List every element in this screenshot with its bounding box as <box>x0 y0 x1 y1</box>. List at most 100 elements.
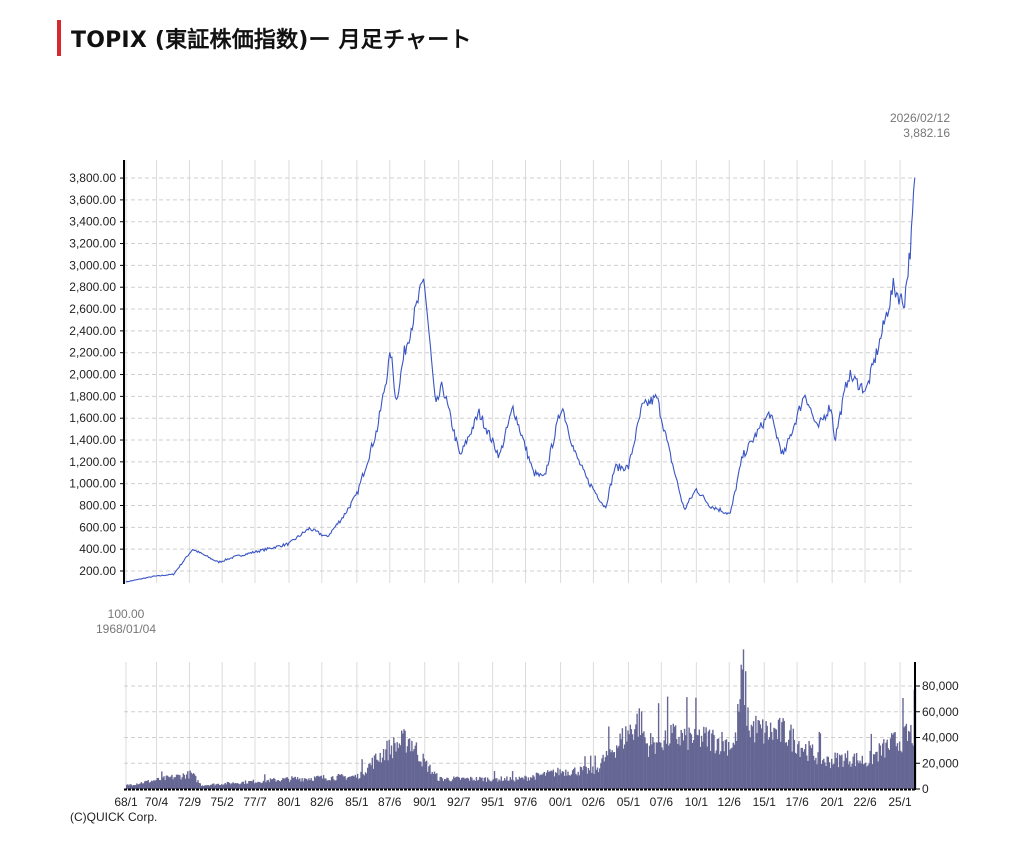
volume-bar <box>676 739 678 789</box>
volume-bar <box>693 740 695 789</box>
volume-bar <box>173 777 175 789</box>
volume-bar <box>690 734 693 789</box>
volume-bar <box>725 739 728 789</box>
volume-bar <box>373 755 376 789</box>
volume-bar <box>880 755 883 789</box>
volume-bar <box>678 736 680 789</box>
volume-bar <box>835 758 837 789</box>
volume-bar <box>799 756 801 789</box>
volume-bar <box>631 734 634 789</box>
price-tick-label: 3,200.00 <box>69 237 116 251</box>
volume-bar <box>356 773 359 789</box>
volume-bar <box>611 750 613 789</box>
volume-bar <box>485 781 488 789</box>
volume-bar <box>639 735 642 789</box>
volume-bar <box>766 725 768 789</box>
volume-bar <box>834 752 836 789</box>
volume-bar <box>414 745 416 789</box>
volume-bar <box>472 780 474 789</box>
volume-bar <box>258 781 260 789</box>
volume-bar <box>875 752 877 789</box>
volume-bar <box>904 726 906 789</box>
volume-bar <box>685 735 687 789</box>
volume-bar <box>569 775 571 789</box>
volume-bar <box>669 743 671 789</box>
volume-bar <box>536 772 539 789</box>
volume-bar <box>792 728 794 789</box>
volume-bar <box>321 778 324 789</box>
volume-bar <box>774 728 776 789</box>
volume-bar <box>668 745 670 789</box>
volume-bar <box>470 776 472 789</box>
price-tick-label: 200.00 <box>79 564 116 578</box>
volume-bar <box>822 760 824 789</box>
volume-bar <box>551 771 553 789</box>
title-accent-bar <box>57 20 61 56</box>
volume-bar <box>843 760 845 789</box>
volume-bar <box>229 783 231 789</box>
volume-bar <box>320 775 322 789</box>
volume-bar <box>644 737 646 789</box>
volume-bar <box>682 740 685 789</box>
volume-bar <box>869 750 871 789</box>
volume-bar <box>175 774 178 789</box>
volume-bar <box>341 774 343 789</box>
volume-bar <box>250 781 252 789</box>
volume-bar <box>387 760 389 789</box>
volume-bar <box>784 742 786 789</box>
volume-bar <box>583 766 585 789</box>
volume-bar <box>448 780 450 789</box>
x-tick-label: 12/6 <box>718 795 742 809</box>
volume-bar <box>315 777 317 789</box>
price-tick-label: 3,400.00 <box>69 215 116 229</box>
volume-bar <box>179 775 181 789</box>
volume-bar <box>812 755 815 789</box>
volume-bar <box>440 777 442 789</box>
volume-bar <box>277 780 279 789</box>
volume-bar <box>316 776 318 789</box>
volume-bar <box>335 780 337 789</box>
volume-bar <box>578 775 581 789</box>
volume-bar <box>724 740 727 789</box>
volume-bar <box>219 785 222 789</box>
volume-bar <box>588 770 591 789</box>
volume-bar <box>193 774 196 789</box>
volume-bar <box>870 733 872 789</box>
volume-bar <box>643 731 645 789</box>
volume-bar <box>516 779 518 789</box>
volume-bar <box>408 738 411 789</box>
volume-bar <box>788 739 790 789</box>
volume-bar <box>333 779 335 789</box>
copyright: (C)QUICK Corp. <box>70 810 157 824</box>
volume-bar <box>178 774 180 789</box>
volume-bar <box>368 763 370 789</box>
volume-bar <box>908 730 910 789</box>
volume-bar <box>829 768 832 789</box>
volume-bar <box>362 774 364 789</box>
volume-bar <box>418 761 420 789</box>
volume-bar <box>204 785 206 789</box>
volume-bar <box>613 752 616 789</box>
volume-bar <box>490 781 492 789</box>
volume-bar <box>757 720 759 789</box>
volume-bar <box>780 741 782 789</box>
volume-bar <box>862 764 865 789</box>
volume-bar <box>550 770 552 789</box>
volume-bar <box>859 760 861 789</box>
volume-bar <box>590 755 592 789</box>
price-tick-label: 600.00 <box>79 520 116 534</box>
volume-bar <box>677 744 679 789</box>
volume-bar <box>322 775 325 789</box>
volume-bar <box>866 766 868 789</box>
volume-bar <box>289 781 291 789</box>
volume-bar <box>630 729 633 789</box>
volume-bar <box>702 741 704 789</box>
volume-bar <box>597 772 600 789</box>
volume-bar <box>623 744 626 789</box>
volume-bar <box>238 783 240 789</box>
volume-bar <box>196 782 198 789</box>
volume-bar <box>451 779 454 789</box>
x-tick-label: 95/1 <box>481 795 505 809</box>
x-tick-label: 17/6 <box>785 795 809 809</box>
volume-bar <box>278 780 281 789</box>
